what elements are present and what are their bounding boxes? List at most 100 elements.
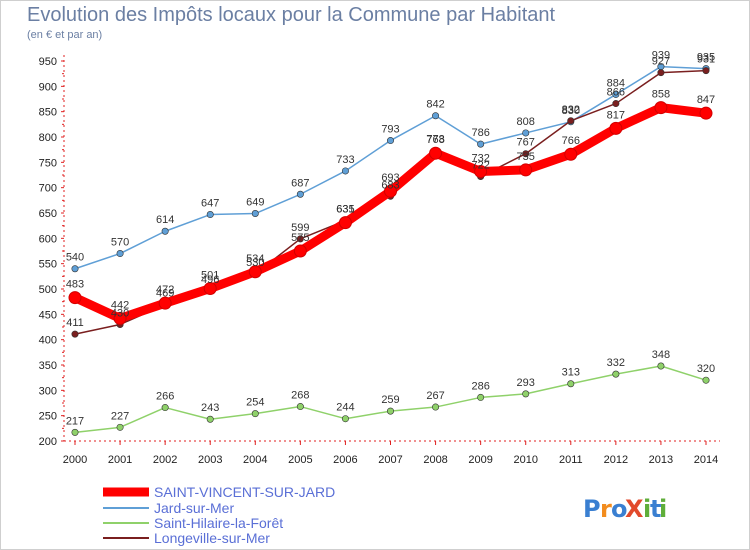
data-point-jard-sur-mer xyxy=(386,137,394,145)
data-label-longeville-sur-mer: 832 xyxy=(562,104,580,116)
data-labels: 540 570 614 647 649 687 733 793 842 786 808 830 884 9… xyxy=(66,50,715,428)
x-tick-label: 2003 xyxy=(198,454,222,466)
y-tick-label: 600 xyxy=(39,233,57,245)
data-point-saint-hilaire-la-for-t xyxy=(161,404,169,412)
logo-letter: i xyxy=(643,495,651,523)
data-label-longeville-sur-mer: 530 xyxy=(246,257,264,269)
data-point-jard-sur-mer xyxy=(341,167,349,175)
chart-title: Evolution des Impôts locaux pour la Comm… xyxy=(27,4,556,26)
data-point-jard-sur-mer xyxy=(161,227,169,235)
data-label-saint-hilaire-la-for-t: 254 xyxy=(246,397,264,409)
data-point-longeville-sur-mer xyxy=(702,67,710,75)
series-layer xyxy=(68,63,713,436)
data-point-saint-vincent-sur-jard xyxy=(203,281,217,295)
data-label-saint-vincent-sur-jard: 817 xyxy=(607,109,625,121)
data-point-saint-hilaire-la-for-t xyxy=(477,393,485,401)
x-tick-label: 2000 xyxy=(63,454,87,466)
y-tick-label: 200 xyxy=(39,436,57,448)
data-point-saint-vincent-sur-jard xyxy=(519,163,533,177)
data-point-saint-hilaire-la-for-t xyxy=(702,376,710,384)
y-tick-label: 250 xyxy=(39,411,57,423)
data-label-saint-vincent-sur-jard: 847 xyxy=(697,94,715,106)
legend-label: Saint-Hilaire-la-Forêt xyxy=(154,515,283,531)
data-label-jard-sur-mer: 649 xyxy=(246,197,264,209)
data-label-saint-hilaire-la-for-t: 243 xyxy=(201,402,219,414)
data-point-saint-vincent-sur-jard xyxy=(158,296,172,310)
data-label-saint-hilaire-la-for-t: 320 xyxy=(697,363,715,375)
y-tick-label: 950 xyxy=(39,56,57,68)
data-label-saint-hilaire-la-for-t: 293 xyxy=(517,377,535,389)
y-tick-label: 650 xyxy=(39,208,57,220)
legend-label: SAINT-VINCENT-SUR-JARD xyxy=(154,484,335,500)
data-label-saint-vincent-sur-jard: 693 xyxy=(381,172,399,184)
data-point-saint-vincent-sur-jard xyxy=(564,147,578,161)
y-tick-label: 550 xyxy=(39,259,57,271)
data-point-saint-vincent-sur-jard xyxy=(609,121,623,135)
data-label-saint-vincent-sur-jard: 483 xyxy=(66,279,84,291)
data-point-jard-sur-mer xyxy=(612,90,620,98)
data-point-jard-sur-mer xyxy=(71,265,79,273)
data-label-saint-hilaire-la-for-t: 217 xyxy=(66,415,84,427)
y-tick-label: 450 xyxy=(39,309,57,321)
x-tick-label: 2005 xyxy=(288,454,312,466)
data-label-jard-sur-mer: 939 xyxy=(652,50,670,62)
data-label-longeville-sur-mer: 411 xyxy=(66,317,84,329)
data-label-longeville-sur-mer: 683 xyxy=(381,179,399,191)
data-point-saint-hilaire-la-for-t xyxy=(386,407,394,415)
data-point-longeville-sur-mer xyxy=(522,150,530,158)
data-point-jard-sur-mer xyxy=(206,211,214,219)
x-tick-label: 2013 xyxy=(649,454,673,466)
logo-letter: X xyxy=(625,495,644,523)
x-tick-label: 2006 xyxy=(333,454,357,466)
data-point-saint-hilaire-la-for-t xyxy=(657,362,665,370)
data-label-saint-hilaire-la-for-t: 313 xyxy=(562,367,580,379)
data-point-jard-sur-mer xyxy=(477,140,485,148)
data-point-jard-sur-mer xyxy=(296,190,304,198)
legend-label: Jard-sur-Mer xyxy=(154,500,234,516)
data-point-saint-hilaire-la-for-t xyxy=(612,370,620,378)
data-label-longeville-sur-mer: 469 xyxy=(156,288,174,300)
data-label-jard-sur-mer: 647 xyxy=(201,198,219,210)
data-point-saint-hilaire-la-for-t xyxy=(522,390,530,398)
x-tick-label: 2010 xyxy=(513,454,537,466)
data-label-saint-vincent-sur-jard: 472 xyxy=(156,284,174,296)
data-point-saint-vincent-sur-jard xyxy=(429,146,443,160)
x-tick-label: 2014 xyxy=(694,454,718,466)
data-point-saint-vincent-sur-jard xyxy=(248,265,262,279)
data-point-saint-vincent-sur-jard xyxy=(338,216,352,230)
legend: SAINT-VINCENT-SUR-JARDJard-sur-MerSaint-… xyxy=(103,484,335,546)
data-point-saint-hilaire-la-for-t xyxy=(432,403,440,411)
data-label-saint-vincent-sur-jard: 766 xyxy=(562,135,580,147)
data-point-saint-hilaire-la-for-t xyxy=(206,415,214,423)
data-label-jard-sur-mer: 842 xyxy=(426,99,444,111)
data-label-jard-sur-mer: 793 xyxy=(381,124,399,136)
data-label-longeville-sur-mer: 927 xyxy=(652,56,670,68)
data-point-longeville-sur-mer xyxy=(71,330,79,338)
data-label-jard-sur-mer: 733 xyxy=(336,154,354,166)
y-tick-label: 700 xyxy=(39,183,57,195)
logo-letter: t xyxy=(650,495,661,523)
y-tick-label: 350 xyxy=(39,360,57,372)
data-point-saint-hilaire-la-for-t xyxy=(296,403,304,411)
data-label-jard-sur-mer: 808 xyxy=(517,116,535,128)
logo-letter: o xyxy=(611,495,628,523)
data-label-saint-vincent-sur-jard: 735 xyxy=(517,151,535,163)
data-label-jard-sur-mer: 687 xyxy=(291,177,309,189)
y-tick-label: 800 xyxy=(39,132,57,144)
data-point-longeville-sur-mer xyxy=(657,69,665,77)
x-tick-label: 2008 xyxy=(423,454,447,466)
data-label-saint-hilaire-la-for-t: 267 xyxy=(426,390,444,402)
data-point-saint-vincent-sur-jard xyxy=(293,244,307,258)
data-label-longeville-sur-mer: 635 xyxy=(336,204,354,216)
data-label-jard-sur-mer: 884 xyxy=(607,77,625,89)
data-label-longeville-sur-mer: 599 xyxy=(291,222,309,234)
data-label-saint-hilaire-la-for-t: 244 xyxy=(336,402,354,414)
y-tick-label: 300 xyxy=(39,385,57,397)
axes: 200 250 300 350 400 450 500 550 600 650 700 750 800 8… xyxy=(39,55,720,466)
data-label-jard-sur-mer: 935 xyxy=(697,52,715,64)
data-label-saint-vincent-sur-jard: 732 xyxy=(471,152,489,164)
y-tick-label: 750 xyxy=(39,157,57,169)
